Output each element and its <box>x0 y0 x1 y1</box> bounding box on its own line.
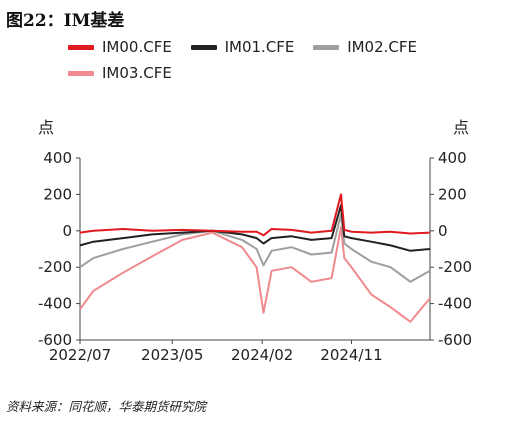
y-axis-unit-right: 点 <box>453 118 470 137</box>
y-tick-label-left: -400 <box>38 295 72 313</box>
series-line-im02-cfe <box>79 213 431 283</box>
x-tick-label: 2022/07 <box>49 346 111 364</box>
x-tick-label: 2024/11 <box>320 346 382 364</box>
y-tick-label-right: -600 <box>438 331 472 349</box>
source-note: 资料来源：同花顺，华泰期货研究院 <box>6 399 207 414</box>
series-line-im00-cfe <box>79 193 431 237</box>
series-line-im03-cfe <box>79 226 431 323</box>
legend-item-im02: IM02.CFE <box>313 34 417 60</box>
series-line-im01-cfe <box>79 204 431 252</box>
y-tick-label-right: -400 <box>438 295 472 313</box>
legend-label-im01: IM01.CFE <box>224 38 295 56</box>
legend-label-im00: IM00.CFE <box>102 38 172 56</box>
legend-item-im03: IM03.CFE <box>68 60 172 86</box>
legend-swatch-im01 <box>190 44 217 50</box>
y-tick-label-left: -600 <box>38 331 72 349</box>
x-tick-label: 2024/02 <box>231 346 293 364</box>
chart-title: 图22：IM基差 <box>6 11 125 31</box>
y-tick-label-right: 0 <box>438 222 448 240</box>
y-tick-label-right: -200 <box>438 258 472 276</box>
legend-swatch-im03 <box>68 70 94 76</box>
x-tick-label: 2023/05 <box>141 346 203 364</box>
legend-item-im00: IM00.CFE <box>68 34 172 60</box>
legend-item-im01: IM01.CFE <box>190 34 295 60</box>
y-tick-label-right: 400 <box>438 149 467 167</box>
y-tick-label-left: 0 <box>62 222 72 240</box>
legend-swatch-im00 <box>68 44 94 50</box>
legend-label-im03: IM03.CFE <box>102 64 172 82</box>
y-tick-label-right: 200 <box>438 185 467 203</box>
y-axis-unit-left: 点 <box>38 118 55 137</box>
legend-swatch-im02 <box>313 44 340 50</box>
y-tick-label-left: 200 <box>43 185 72 203</box>
legend: IM00.CFE IM01.CFE IM02.CFE IM03.CFE <box>68 34 508 86</box>
y-tick-label-left: -200 <box>38 258 72 276</box>
legend-label-im02: IM02.CFE <box>347 38 417 56</box>
y-tick-label-left: 400 <box>43 149 72 167</box>
